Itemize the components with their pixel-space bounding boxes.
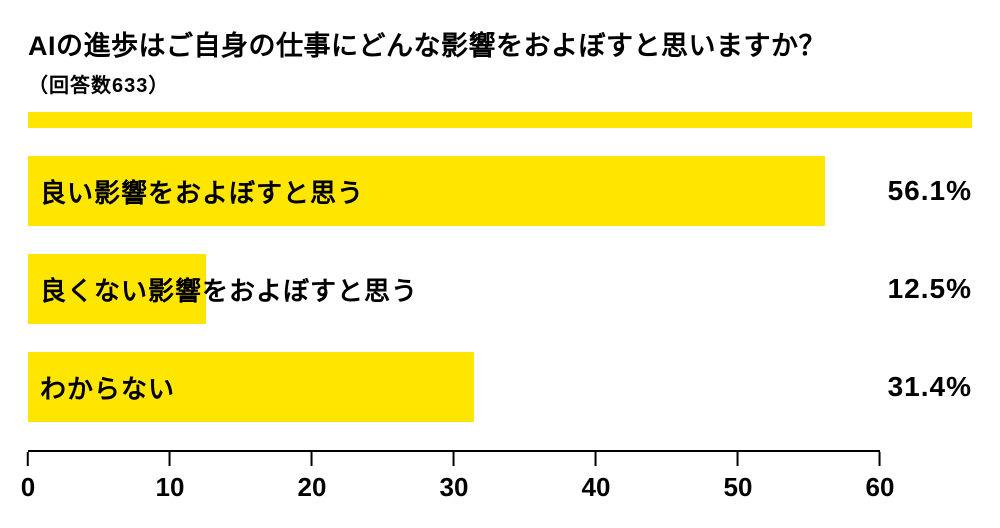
bar-label: 良くない影響をおよぼすと思う <box>40 271 418 308</box>
tick-label: 10 <box>156 472 185 503</box>
bar: 良い影響をおよぼすと思う <box>28 156 825 226</box>
tick-mark <box>737 452 739 466</box>
value-label: 12.5% <box>888 273 972 305</box>
axis-tick: 30 <box>440 452 469 503</box>
bar-label: 良い影響をおよぼすと思う <box>40 173 364 210</box>
tick-mark <box>879 452 881 466</box>
x-axis: 0102030405060 <box>28 450 880 510</box>
bar: わからない <box>28 352 474 422</box>
axis-tick: 10 <box>156 452 185 503</box>
tick-label: 40 <box>582 472 611 503</box>
divider-bar <box>28 112 972 128</box>
axis-tick: 0 <box>21 452 35 503</box>
bar: 良くない影響をおよぼすと思う <box>28 254 206 324</box>
tick-mark <box>595 452 597 466</box>
chart-subtitle: （回答数633） <box>28 69 972 98</box>
bar-row: 良くない影響をおよぼすと思う 12.5% <box>28 254 972 324</box>
axis-tick: 20 <box>298 452 327 503</box>
bar-row: 良い影響をおよぼすと思う 56.1% <box>28 156 972 226</box>
axis-tick: 40 <box>582 452 611 503</box>
tick-mark <box>169 452 171 466</box>
tick-label: 50 <box>724 472 753 503</box>
tick-mark <box>311 452 313 466</box>
tick-mark <box>453 452 455 466</box>
axis-tick: 60 <box>866 452 895 503</box>
plot-area: 良い影響をおよぼすと思う 56.1% 良くない影響をおよぼすと思う 12.5% わからな… <box>28 156 972 422</box>
chart-title: AIの進歩はご自身の仕事にどんな影響をおよぼすと思いますか？ <box>28 24 972 63</box>
tick-label: 30 <box>440 472 469 503</box>
bar-row: わからない 31.4% <box>28 352 972 422</box>
value-label: 56.1% <box>888 175 972 207</box>
tick-label: 20 <box>298 472 327 503</box>
tick-label: 0 <box>21 472 35 503</box>
value-label: 31.4% <box>888 371 972 403</box>
tick-mark <box>27 452 29 466</box>
tick-label: 60 <box>866 472 895 503</box>
survey-bar-chart: AIの進歩はご自身の仕事にどんな影響をおよぼすと思いますか？ （回答数633） … <box>0 0 1000 528</box>
bar-label: わからない <box>40 369 175 406</box>
axis-tick: 50 <box>724 452 753 503</box>
